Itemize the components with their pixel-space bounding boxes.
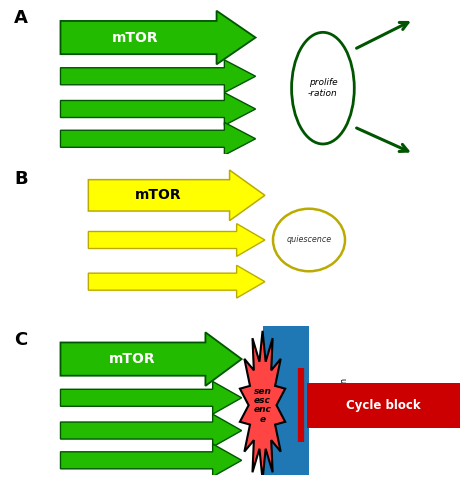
Polygon shape xyxy=(240,331,285,480)
Polygon shape xyxy=(61,60,255,93)
Bar xyxy=(263,301,309,480)
Text: Cycle block: Cycle block xyxy=(346,399,420,412)
Polygon shape xyxy=(88,170,265,221)
Text: quiescence: quiescence xyxy=(286,236,332,244)
Text: growth: growth xyxy=(104,393,143,403)
Polygon shape xyxy=(61,93,255,125)
Text: sen
esc
enc
e: sen esc enc e xyxy=(254,387,272,424)
Text: mTOR: mTOR xyxy=(109,352,156,366)
Polygon shape xyxy=(240,331,285,480)
Polygon shape xyxy=(61,382,242,414)
Text: B: B xyxy=(14,170,27,188)
Text: Growth
stimulation: Growth stimulation xyxy=(329,377,349,424)
Ellipse shape xyxy=(273,209,345,271)
Polygon shape xyxy=(61,122,255,155)
Polygon shape xyxy=(88,265,265,298)
Text: A: A xyxy=(14,9,28,27)
FancyBboxPatch shape xyxy=(307,383,460,428)
Text: mTOR: mTOR xyxy=(111,31,158,45)
Text: Growth
stimulation: Growth stimulation xyxy=(329,56,349,103)
Polygon shape xyxy=(61,414,242,447)
Text: C: C xyxy=(14,331,27,349)
Polygon shape xyxy=(88,224,265,256)
Text: prolife
-ration: prolife -ration xyxy=(308,78,338,98)
Text: growth: growth xyxy=(106,71,145,81)
Polygon shape xyxy=(61,444,242,477)
Ellipse shape xyxy=(292,32,354,144)
Text: mTOR: mTOR xyxy=(135,188,182,203)
Polygon shape xyxy=(61,332,242,386)
Polygon shape xyxy=(61,11,255,64)
